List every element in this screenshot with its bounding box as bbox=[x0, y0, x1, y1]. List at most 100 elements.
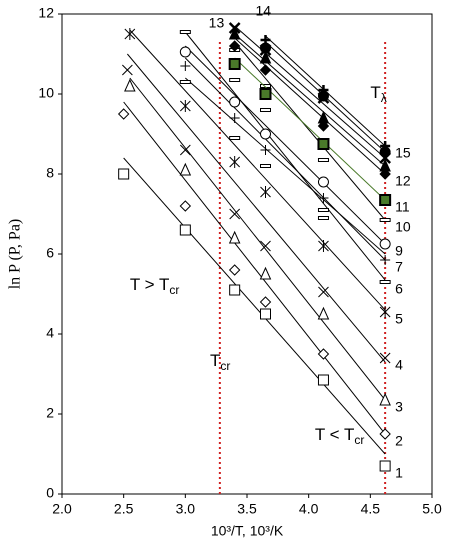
series-label: 9 bbox=[395, 243, 403, 259]
marker bbox=[317, 216, 329, 220]
y-tick-label: 4 bbox=[46, 325, 54, 341]
series-label: 2 bbox=[395, 433, 403, 449]
marker bbox=[179, 144, 191, 156]
annotation: T > Tcr bbox=[130, 275, 180, 297]
marker bbox=[229, 284, 241, 296]
fit-line bbox=[234, 41, 386, 221]
fit-line bbox=[126, 53, 386, 363]
annotation: T < Tcr bbox=[315, 425, 365, 447]
annotation-subscript: cr bbox=[220, 359, 230, 373]
fit-line bbox=[234, 25, 386, 159]
series-label: 5 bbox=[395, 311, 403, 327]
marker bbox=[124, 28, 136, 40]
marker bbox=[379, 238, 391, 250]
y-tick-label: 6 bbox=[46, 245, 54, 261]
marker bbox=[259, 266, 272, 280]
fit-line bbox=[185, 77, 386, 255]
x-tick-label: 2.5 bbox=[114, 501, 134, 517]
marker bbox=[179, 30, 191, 34]
marker bbox=[379, 352, 391, 364]
marker bbox=[318, 240, 329, 252]
marker bbox=[379, 158, 391, 172]
marker bbox=[380, 141, 391, 151]
marker bbox=[228, 22, 241, 34]
y-tick-label: 2 bbox=[46, 405, 54, 421]
fit-line bbox=[184, 57, 386, 261]
series-label: 3 bbox=[395, 399, 403, 415]
series-label: 7 bbox=[395, 259, 403, 275]
fit-line bbox=[234, 37, 386, 175]
marker bbox=[118, 168, 130, 180]
series-label: 15 bbox=[395, 145, 411, 161]
marker bbox=[229, 156, 241, 168]
fit-line bbox=[234, 57, 386, 201]
fit-line bbox=[129, 77, 386, 401]
marker bbox=[379, 428, 391, 440]
y-tick-label: 10 bbox=[38, 85, 54, 101]
annotation-text: T < T bbox=[315, 425, 355, 444]
marker bbox=[379, 460, 391, 472]
series-label: 13 bbox=[209, 15, 225, 31]
marker bbox=[179, 100, 191, 112]
x-tick-label: 4.0 bbox=[299, 501, 319, 517]
marker bbox=[379, 392, 391, 406]
x-tick-label: 4.5 bbox=[361, 501, 381, 517]
marker bbox=[317, 138, 330, 150]
marker bbox=[379, 280, 391, 284]
series-label: 12 bbox=[395, 173, 411, 189]
marker bbox=[179, 200, 192, 212]
marker bbox=[317, 176, 329, 188]
marker bbox=[229, 96, 241, 108]
x-tick-label: 5.0 bbox=[422, 501, 442, 517]
marker bbox=[229, 208, 241, 220]
x-tick-label: 2.0 bbox=[52, 501, 72, 517]
marker bbox=[228, 58, 241, 70]
series-label: 11 bbox=[395, 199, 410, 215]
marker bbox=[379, 194, 392, 206]
marker bbox=[259, 296, 272, 308]
marker bbox=[379, 218, 391, 222]
series-label: 14 bbox=[256, 3, 272, 19]
fit-line bbox=[184, 45, 386, 245]
annotation-text: T > T bbox=[130, 275, 170, 294]
marker bbox=[260, 128, 271, 140]
marker bbox=[380, 255, 391, 265]
marker bbox=[228, 264, 241, 276]
x-axis-label: 10³/T, 10³/K bbox=[211, 523, 284, 539]
marker bbox=[260, 108, 271, 112]
marker bbox=[260, 308, 271, 320]
marker bbox=[117, 108, 130, 120]
marker bbox=[229, 78, 241, 82]
fit-line bbox=[234, 33, 386, 167]
marker bbox=[260, 145, 271, 155]
marker bbox=[317, 348, 330, 360]
marker bbox=[124, 78, 136, 92]
marker bbox=[260, 186, 271, 198]
fit-line bbox=[129, 29, 386, 311]
marker bbox=[318, 85, 329, 95]
y-tick-label: 12 bbox=[38, 5, 54, 21]
annotation: Tλ bbox=[370, 83, 386, 105]
annotation-subscript: λ bbox=[381, 91, 387, 105]
marker bbox=[259, 50, 272, 64]
marker bbox=[179, 162, 192, 176]
marker bbox=[318, 286, 329, 298]
marker bbox=[317, 374, 329, 386]
y-axis-label: ln P (P, Pa) bbox=[7, 219, 24, 290]
marker bbox=[179, 80, 191, 84]
marker bbox=[260, 240, 271, 252]
series-label: 10 bbox=[395, 219, 411, 235]
marker bbox=[379, 306, 391, 318]
marker bbox=[228, 40, 241, 52]
fit-line bbox=[123, 101, 386, 435]
marker bbox=[317, 110, 330, 124]
annotation-subscript: cr bbox=[169, 283, 179, 297]
x-tick-label: 3.5 bbox=[237, 501, 257, 517]
marker bbox=[260, 35, 271, 45]
marker bbox=[317, 306, 330, 320]
marker bbox=[259, 64, 272, 76]
marker bbox=[317, 158, 329, 162]
marker bbox=[228, 230, 241, 244]
y-tick-label: 8 bbox=[46, 165, 54, 181]
